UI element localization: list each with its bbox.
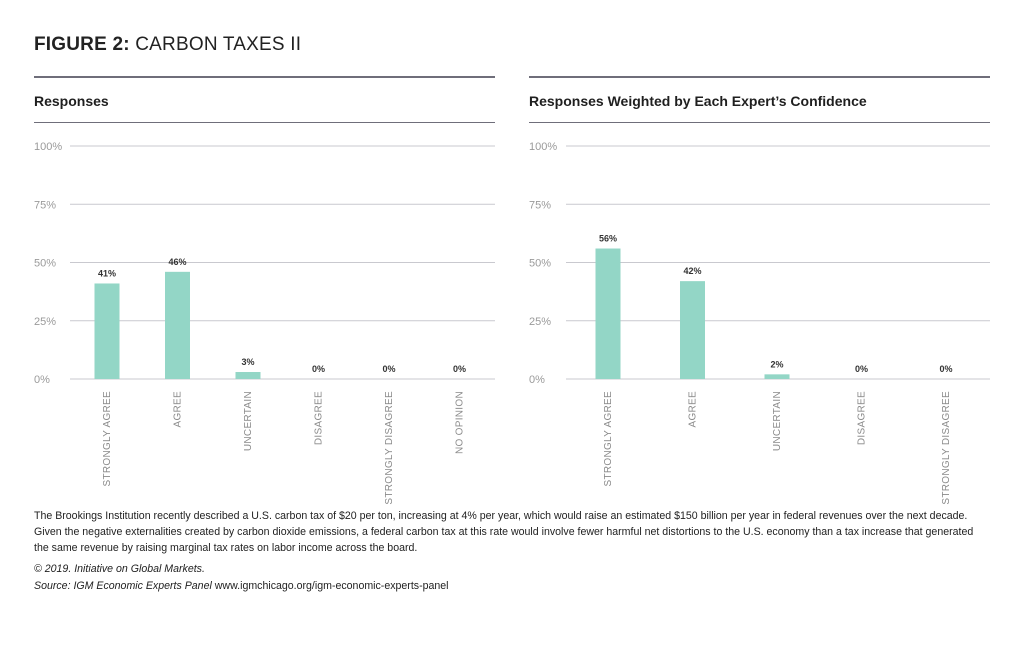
data-label: 0% [939,364,952,374]
bar [595,248,621,379]
category-label: STRONGLY DISAGREE [941,391,952,505]
y-tick-label: 100% [34,141,62,153]
category-label: AGREE [173,391,184,428]
y-tick-label: 75% [34,199,56,211]
source-url: www.igmchicago.org/igm-economic-experts-… [214,580,449,592]
bar [165,271,190,379]
category-label: UNCERTAIN [243,391,254,451]
y-tick-label: 75% [529,199,551,211]
category-label: STRONGLY AGREE [603,391,614,487]
y-tick-label: 50% [529,258,551,270]
data-label: 56% [599,234,617,244]
y-tick-label: 0% [34,374,50,386]
category-label: NO OPINION [455,391,466,454]
panel-title-rule [34,122,495,123]
y-tick-label: 25% [34,316,56,328]
source-line: Source: IGM Economic Experts Panel www.i… [34,580,449,592]
data-label: 46% [168,257,186,267]
data-label: 0% [453,364,466,374]
panel-top-rule [34,76,495,78]
y-tick-label: 50% [34,258,56,270]
bar-chart-responses: 100% 75% 50% 25% 0% 41% STRONGLY AGREE 46% AGREE… [34,141,495,505]
question-statement: The Brookings Institution recently descr… [34,510,974,554]
panel-title-rule [529,122,990,123]
category-label: AGREE [688,391,699,428]
copyright-notice: © 2019. Initiative on Global Markets. [34,563,205,575]
source-label: Source: IGM Economic Experts Panel [34,580,212,592]
data-label: 2% [770,359,783,369]
bar-chart-weighted: 100% 75% 50% 25% 0% 56% STRONGLY AGREE 42% AGREE… [529,141,990,505]
data-label: 0% [312,364,325,374]
bar [764,374,790,379]
category-label: DISAGREE [857,391,868,445]
chart-title: Responses [34,93,109,109]
bar [94,283,120,379]
y-tick-label: 25% [529,316,551,328]
figure-title-text: CARBON TAXES II [135,34,302,55]
chart-title: Responses Weighted by Each Expert’s Conf… [529,93,867,109]
data-label: 3% [241,357,254,367]
category-label: STRONGLY DISAGREE [384,391,395,505]
y-tick-label: 0% [529,374,545,386]
category-label: STRONGLY AGREE [102,391,113,487]
category-label: UNCERTAIN [772,391,783,451]
data-label: 42% [683,266,701,276]
data-label: 41% [98,268,116,278]
y-tick-label: 100% [529,141,557,153]
bar [235,372,261,379]
panel-top-rule [529,76,990,78]
figure-title: FIGURE 2: CARBON TAXES II [34,34,301,56]
data-label: 0% [855,364,868,374]
data-label: 0% [382,364,395,374]
figure-number: FIGURE 2: [34,34,130,55]
category-label: DISAGREE [314,391,325,445]
bar [680,281,705,379]
